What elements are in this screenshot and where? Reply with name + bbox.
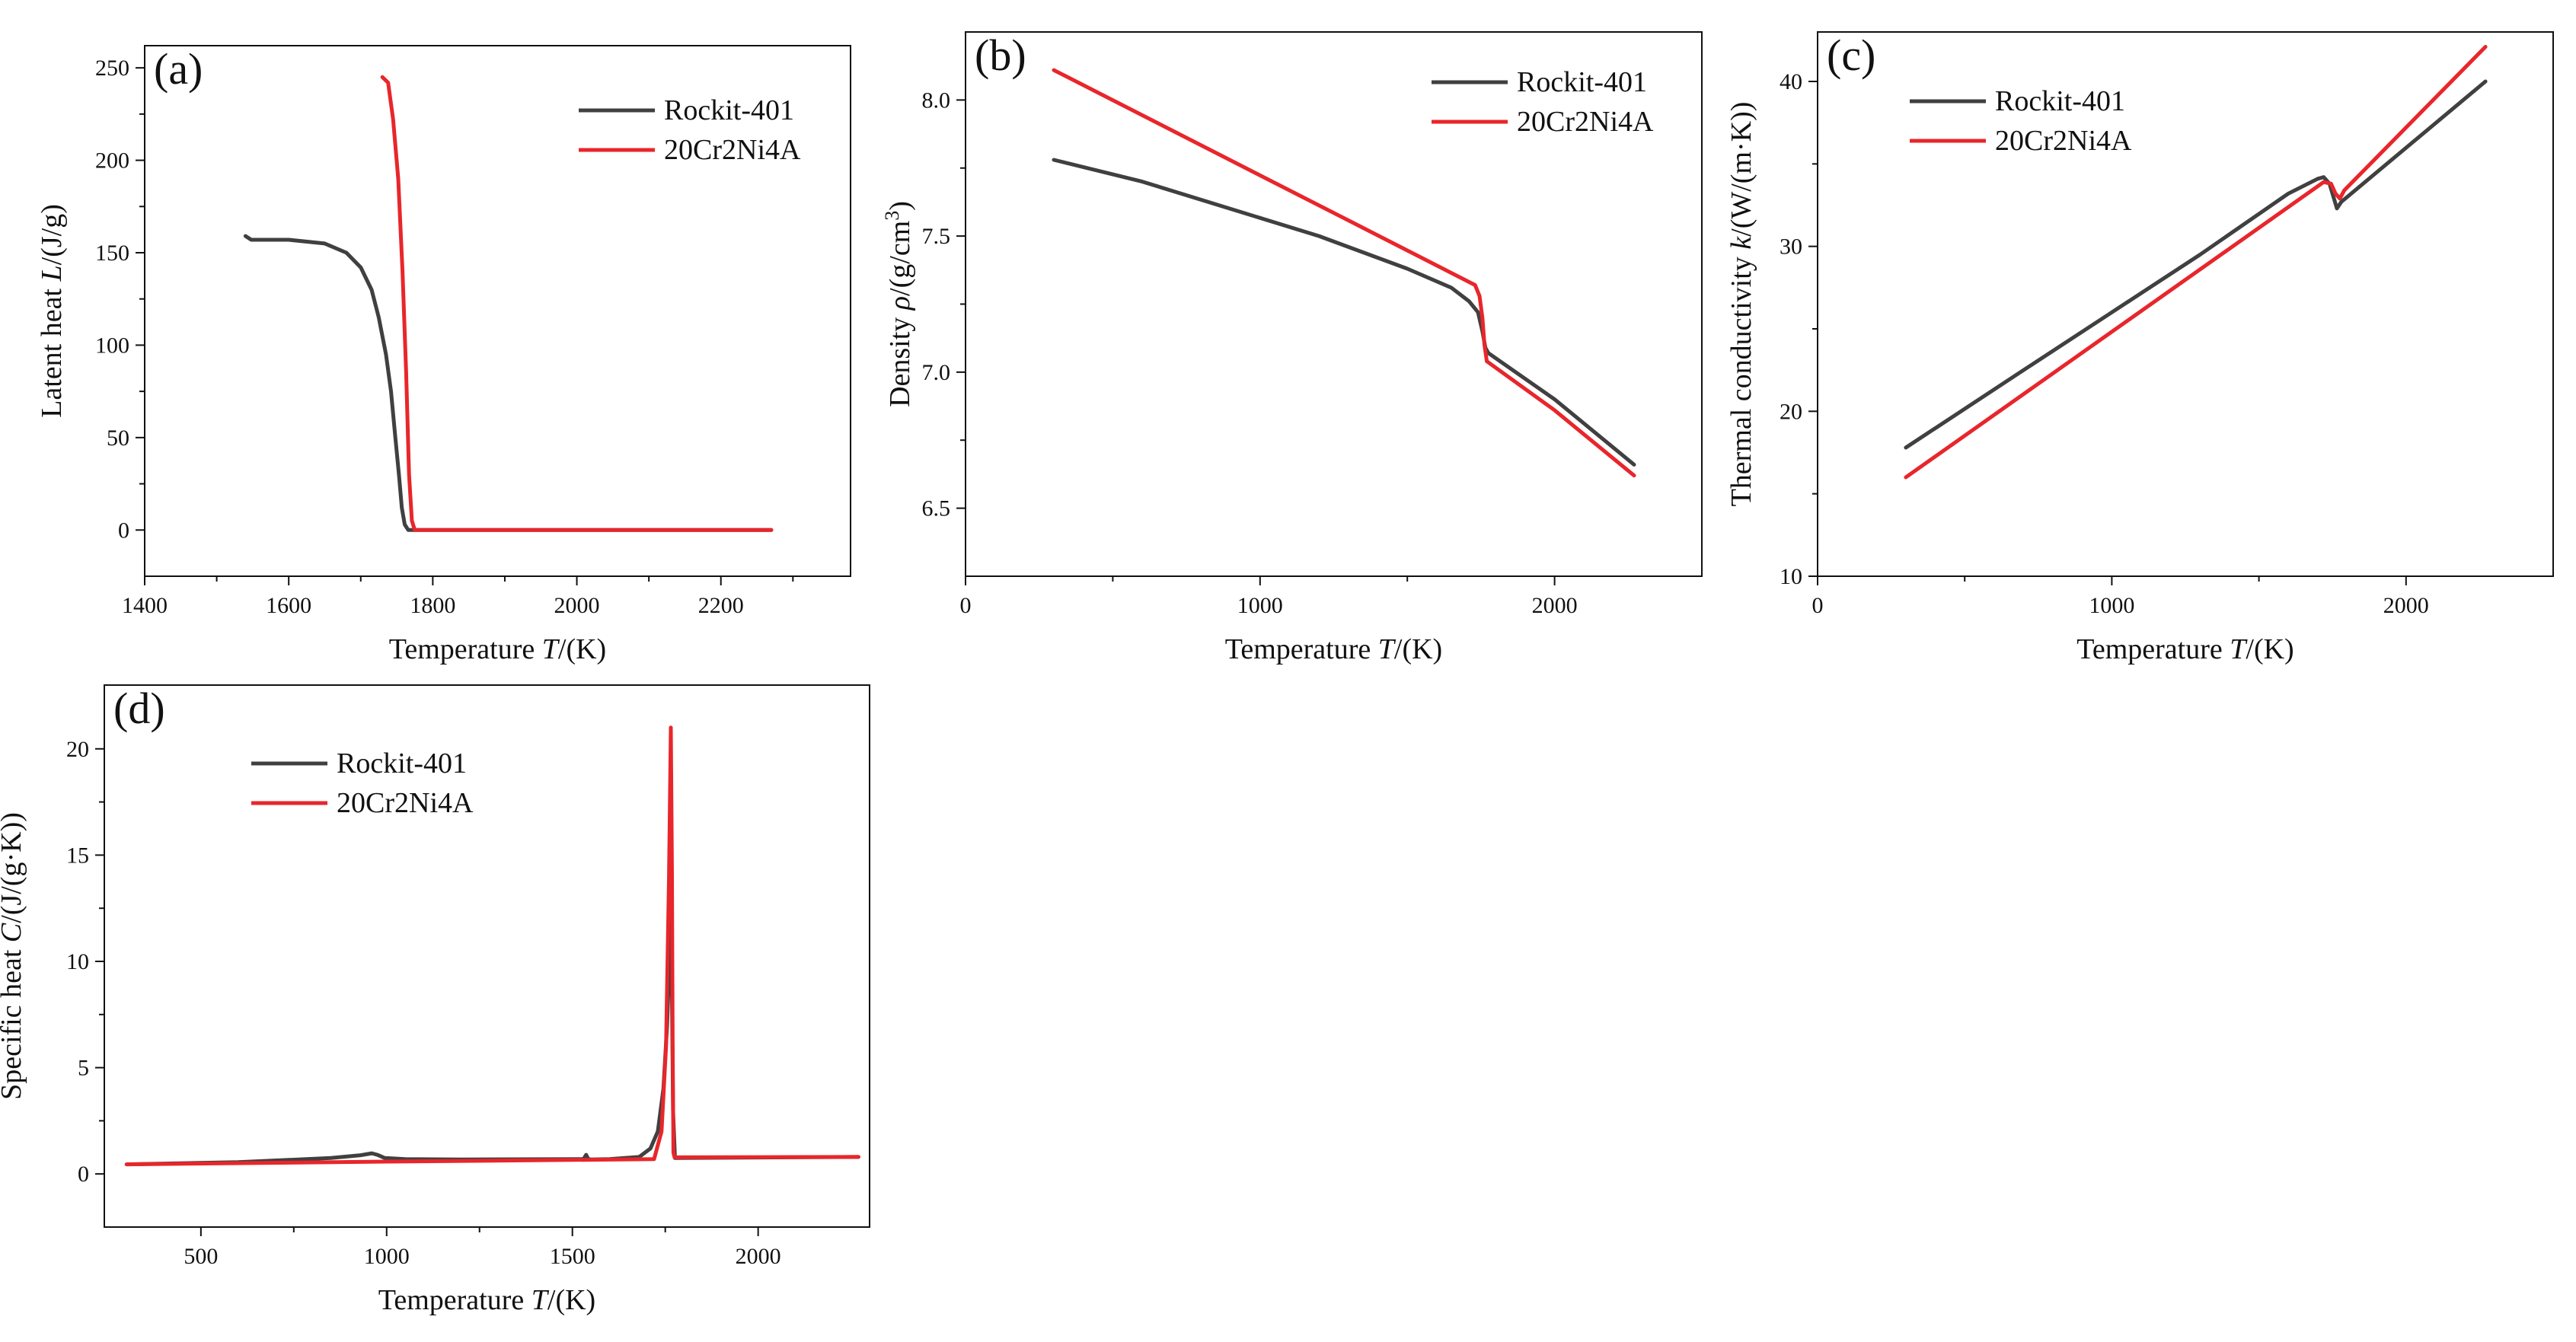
x-tick-label: 2000	[554, 593, 600, 618]
y-tick-label: 6.5	[922, 496, 951, 521]
y-tick-label: 30	[1780, 234, 1802, 260]
x-tick-label: 1000	[2089, 593, 2134, 618]
x-tick-label: 1000	[364, 1244, 410, 1269]
x-tick-label: 1600	[266, 593, 311, 618]
y-tick-label: 15	[66, 843, 89, 868]
x-axis-label: Temperature T/(K)	[378, 1284, 595, 1316]
x-tick-label: 0	[1812, 593, 1824, 618]
y-tick-label: 20	[66, 737, 89, 762]
plot-frame	[144, 45, 851, 577]
series-line-cr	[124, 725, 860, 1167]
x-tick-label: 1400	[122, 593, 168, 618]
y-tick-label: 50	[107, 426, 129, 451]
x-tick-label: 0	[960, 593, 972, 618]
y-tick-label: 7.0	[922, 360, 951, 385]
x-tick-label: 2000	[1532, 593, 1578, 618]
chart-panel-b: 0 1000 2000 6.5 7.0 7.5 8.0 Temperature T/(K) De…	[881, 30, 1703, 665]
chart-panel-c: 0 1000 2000 10 20 30 40 Temperature T/(K) Therma…	[1725, 30, 2554, 665]
legend-label-rockit: Rockit-401	[1995, 85, 2125, 117]
legend-label-cr: 20Cr2Ni4A	[337, 787, 474, 819]
y-axis-label: Latent heat L/(J/g)	[36, 204, 68, 418]
legend: Rockit-401 20Cr2Ni4A	[579, 94, 801, 166]
chart-panel-d: 500 1000 1500 2000 0 5 10 15 20 Temperature T/(K)…	[0, 684, 870, 1316]
chart-panel-a: 1400 1600 1800 2000 2200 0 50 100 150 200 250 Tempe…	[36, 44, 851, 665]
series-line-rockit	[1904, 79, 2488, 450]
x-tick-label: 2200	[698, 593, 744, 618]
x-tick-label: 2000	[2383, 593, 2429, 618]
y-tick-label: 10	[66, 949, 89, 974]
y-tick-label: 0	[118, 518, 129, 543]
x-tick-label: 1000	[1237, 593, 1283, 618]
legend-label-cr: 20Cr2Ni4A	[1995, 125, 2132, 157]
x-axis-label: Temperature T/(K)	[389, 633, 606, 665]
y-axis-label: Thermal conductivity k/(W/(m·K))	[1725, 102, 1757, 507]
plot-frame	[1817, 31, 2554, 577]
legend: Rockit-401 20Cr2Ni4A	[1432, 66, 1654, 138]
x-tick-label: 2000	[736, 1244, 781, 1269]
panel-label: (d)	[113, 684, 165, 733]
legend: Rockit-401 20Cr2Ni4A	[1910, 85, 2132, 157]
y-tick-label: 8.0	[922, 88, 951, 113]
panel-label: (a)	[154, 44, 203, 94]
panel-label: (b)	[975, 30, 1026, 80]
y-axis-label: Density ρ/(g/cm3)	[881, 201, 917, 407]
series-line-cr	[380, 75, 774, 532]
legend: Rockit-401 20Cr2Ni4A	[251, 748, 474, 819]
legend-label-cr: 20Cr2Ni4A	[1517, 106, 1654, 138]
y-tick-label: 20	[1780, 399, 1802, 424]
series-line-rockit	[243, 234, 774, 532]
legend-label-rockit: Rockit-401	[664, 94, 794, 126]
y-tick-label: 250	[95, 56, 129, 81]
legend-label-cr: 20Cr2Ni4A	[664, 134, 801, 166]
x-tick-label: 1800	[410, 593, 455, 618]
y-tick-label: 5	[78, 1056, 89, 1081]
series-line-rockit	[1052, 158, 1636, 467]
y-tick-label: 40	[1780, 69, 1802, 94]
plot-frame	[104, 684, 870, 1228]
x-axis-label: Temperature T/(K)	[1225, 633, 1442, 665]
series-line-rockit	[124, 910, 860, 1167]
x-tick-label: 500	[184, 1244, 218, 1269]
y-tick-label: 10	[1780, 564, 1802, 589]
legend-label-rockit: Rockit-401	[1517, 66, 1647, 98]
y-axis-label: Specific heat C/(J/(g·K))	[0, 812, 27, 1100]
y-tick-label: 7.5	[922, 224, 951, 249]
y-tick-label: 0	[78, 1162, 89, 1187]
series-line-cr	[1904, 45, 2488, 480]
y-tick-label: 100	[95, 333, 129, 358]
x-axis-label: Temperature T/(K)	[2076, 633, 2294, 665]
legend-label-rockit: Rockit-401	[337, 748, 467, 779]
panel-label: (c)	[1827, 30, 1875, 80]
series-line-cr	[1052, 68, 1636, 478]
y-tick-label: 150	[95, 241, 129, 266]
y-tick-label: 200	[95, 148, 129, 174]
x-tick-label: 1500	[550, 1244, 595, 1269]
